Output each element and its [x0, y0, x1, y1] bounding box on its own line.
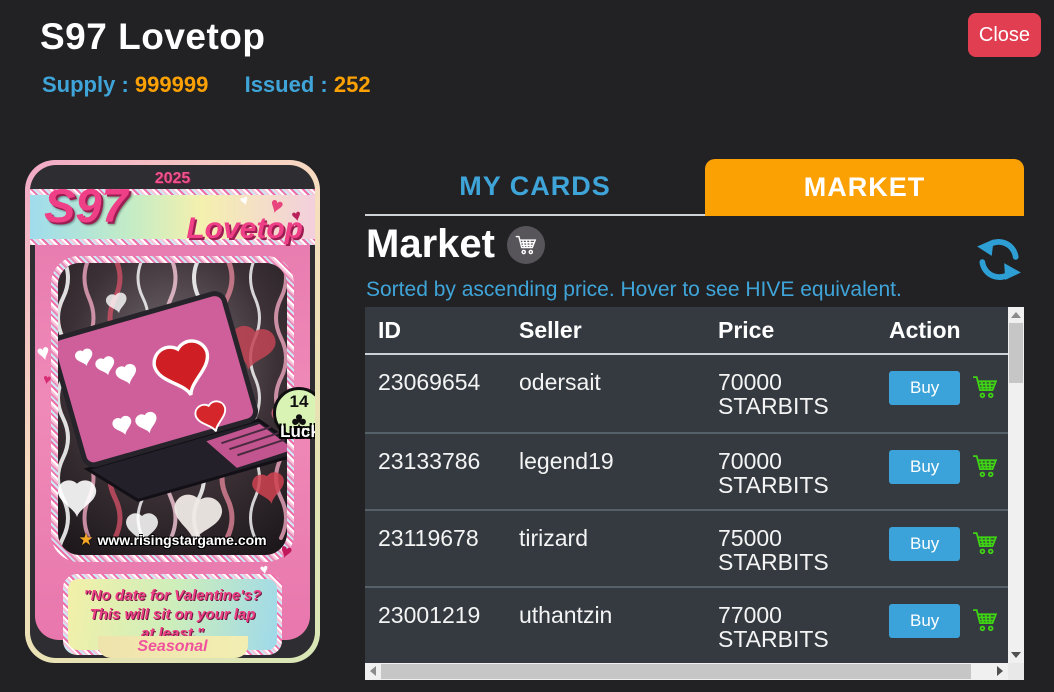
- table-row: 23001219 uthantzin 77000 STARBITS Buy: [365, 586, 1008, 663]
- shopping-cart-icon[interactable]: [971, 452, 998, 479]
- listing-action: Buy: [876, 588, 1008, 638]
- card-season-tab: Seasonal: [97, 636, 248, 658]
- supply-value: 999999: [134, 72, 209, 97]
- card-inner-frame: 2025 S97 Lovetop ♥ ♥ ♥ ♥ ♥ ♥ ♥ ♥: [30, 165, 315, 658]
- supply-issued-line: Supply : 999999 Issued : 252: [42, 72, 371, 98]
- listing-price: 77000 STARBITS: [718, 602, 829, 652]
- page-title: S97 Lovetop: [40, 16, 266, 57]
- listing-price: 70000 STARBITS: [718, 369, 829, 419]
- table-row: 23069654 odersait 70000 STARBITS Buy: [365, 355, 1008, 432]
- card-image: 2025 S97 Lovetop ♥ ♥ ♥ ♥ ♥ ♥ ♥ ♥: [25, 160, 320, 663]
- column-header-action: Action: [889, 317, 961, 343]
- listing-action: Buy: [876, 434, 1008, 484]
- market-heading: Market: [366, 222, 495, 266]
- buy-button[interactable]: Buy: [889, 527, 961, 561]
- tab-market[interactable]: MARKET: [705, 159, 1024, 216]
- listing-id: 23069654: [378, 369, 481, 395]
- vertical-scrollbar[interactable]: [1008, 307, 1024, 663]
- buy-button[interactable]: Buy: [889, 371, 961, 405]
- heart-icon: ♥: [34, 338, 53, 367]
- market-heading-row: Market: [366, 222, 545, 267]
- valentine-laptop-art: [58, 263, 287, 555]
- scroll-up-arrow-icon[interactable]: [1011, 312, 1021, 318]
- horizontal-scrollbar[interactable]: [365, 663, 1008, 680]
- card-art-border: ★ www.risingstargame.com: [51, 256, 294, 562]
- buy-button[interactable]: Buy: [889, 450, 961, 484]
- site-url: www.risingstargame.com: [97, 532, 267, 548]
- clover-icon: ♣: [291, 407, 307, 433]
- shopping-cart-icon: [506, 225, 545, 264]
- scroll-left-arrow-icon[interactable]: [370, 666, 376, 676]
- tab-my-cards[interactable]: MY CARDS: [365, 159, 705, 216]
- listing-seller: legend19: [519, 448, 614, 474]
- quote-line: This will sit on your lap: [89, 606, 256, 623]
- listing-seller: tirizard: [519, 525, 589, 551]
- listing-price: 70000 STARBITS: [718, 448, 829, 498]
- close-button[interactable]: Close: [968, 13, 1041, 57]
- luck-label: Luck: [280, 422, 315, 441]
- table-row: 23133786 legend19 70000 STARBITS Buy: [365, 432, 1008, 509]
- card-name: Lovetop: [186, 212, 303, 245]
- scroll-down-arrow-icon[interactable]: [1011, 652, 1021, 658]
- season-label: Seasonal: [137, 638, 208, 655]
- refresh-icon[interactable]: [974, 234, 1024, 284]
- scrollbar-corner: [1008, 663, 1024, 680]
- luck-value: 14: [289, 392, 309, 411]
- column-header-id: ID: [378, 317, 401, 343]
- card-title-banner: S97 Lovetop: [30, 179, 315, 245]
- market-subtitle: Sorted by ascending price. Hover to see …: [366, 278, 902, 301]
- quote-line: "No date for Valentine's?: [83, 587, 262, 604]
- issued-value: 252: [333, 72, 371, 97]
- luck-badge: 14 ♣: [273, 387, 315, 439]
- star-icon: ★: [78, 530, 94, 549]
- listing-id: 23133786: [378, 448, 481, 474]
- issued-label: Issued :: [244, 72, 328, 97]
- card-year: 2025: [154, 170, 191, 187]
- horizontal-scrollbar-thumb[interactable]: [381, 664, 971, 679]
- heart-icon: ♥: [258, 560, 270, 578]
- listing-seller: odersait: [519, 369, 601, 395]
- column-header-price: Price: [718, 317, 775, 343]
- listing-action: Buy: [876, 355, 1008, 405]
- column-header-seller: Seller: [519, 317, 582, 343]
- market-table: ID Seller Price Action 23069654 odersait…: [365, 307, 1008, 663]
- supply-label: Supply :: [42, 72, 129, 97]
- table-header-row: ID Seller Price Action: [365, 307, 1008, 355]
- vertical-scrollbar-thumb[interactable]: [1009, 323, 1023, 383]
- card-series: S97: [44, 179, 128, 232]
- shopping-cart-icon[interactable]: [971, 606, 998, 633]
- listing-action: Buy: [876, 511, 1008, 561]
- table-row: 23119678 tirizard 75000 STARBITS Buy: [365, 509, 1008, 586]
- site-credit: ★ www.risingstargame.com: [58, 530, 287, 550]
- card-artwork: ★ www.risingstargame.com: [58, 263, 287, 555]
- card-pink-frame: ♥ ♥ ♥ ♥ ♥: [34, 242, 315, 655]
- shopping-cart-icon[interactable]: [971, 373, 998, 400]
- shopping-cart-icon[interactable]: [971, 529, 998, 556]
- buy-button[interactable]: Buy: [889, 604, 961, 638]
- tab-bar: MY CARDS MARKET: [365, 159, 1024, 216]
- scroll-right-arrow-icon[interactable]: [997, 666, 1003, 676]
- market-table-container: ID Seller Price Action 23069654 odersait…: [365, 307, 1024, 680]
- listing-price: 75000 STARBITS: [718, 525, 829, 575]
- listing-seller: uthantzin: [519, 602, 613, 628]
- listing-id: 23001219: [378, 602, 481, 628]
- listing-id: 23119678: [378, 525, 479, 551]
